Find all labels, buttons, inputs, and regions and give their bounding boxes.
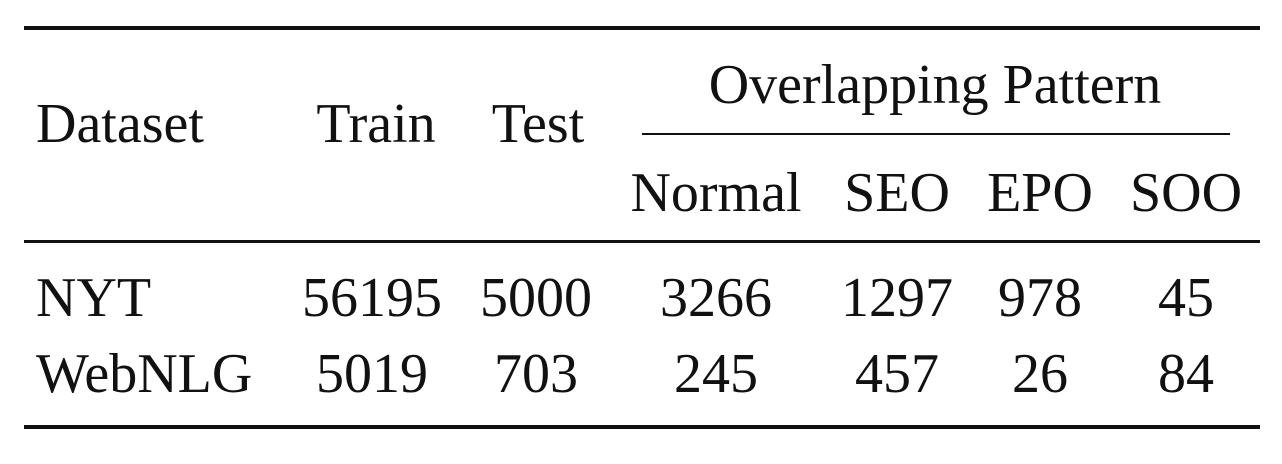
- row-webnlg-train: 5019: [316, 343, 428, 405]
- row-nyt-seo: 1297: [841, 267, 953, 329]
- header-seo: SEO: [844, 162, 950, 224]
- header-epo: EPO: [987, 162, 1093, 224]
- row-nyt-train: 56195: [302, 267, 442, 329]
- header-rule: [24, 240, 1260, 243]
- group-rule: [642, 133, 1230, 135]
- header-dataset: Dataset: [36, 93, 204, 155]
- top-rule: [24, 26, 1260, 30]
- row-nyt-normal: 3266: [660, 267, 772, 329]
- bottom-rule: [24, 425, 1260, 429]
- row-webnlg-normal: 245: [674, 343, 758, 405]
- row-webnlg-seo: 457: [855, 343, 939, 405]
- row-nyt-test: 5000: [480, 267, 592, 329]
- header-normal: Normal: [630, 162, 802, 224]
- row-nyt-dataset: NYT: [36, 267, 152, 329]
- header-soo: SOO: [1129, 162, 1243, 224]
- row-nyt-epo: 978: [998, 267, 1082, 329]
- row-webnlg-soo: 84: [1158, 343, 1214, 405]
- header-train: Train: [316, 93, 436, 155]
- header-overlapping-pattern: Overlapping Pattern: [708, 54, 1162, 116]
- row-webnlg-dataset: WebNLG: [36, 343, 253, 405]
- row-webnlg-epo: 26: [1012, 343, 1068, 405]
- row-webnlg-test: 703: [494, 343, 578, 405]
- header-test: Test: [491, 93, 585, 155]
- row-nyt-soo: 45: [1158, 267, 1214, 329]
